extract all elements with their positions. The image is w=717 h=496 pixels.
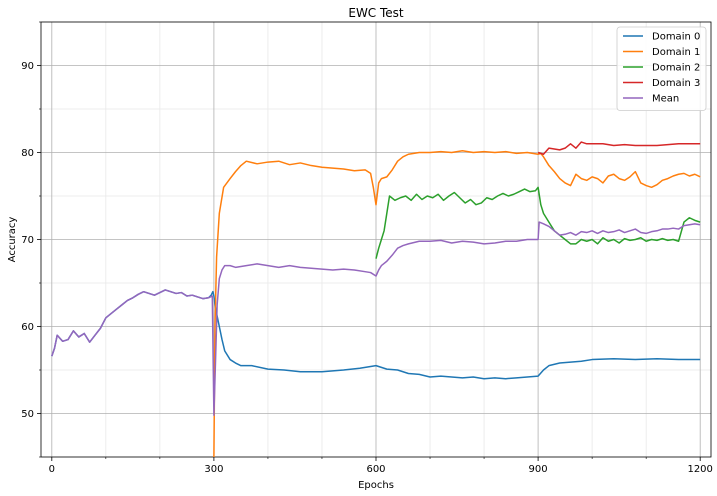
legend-label: Domain 3: [652, 78, 700, 89]
x-tick-label: 600: [366, 464, 385, 475]
y-axis-title: Accuracy: [7, 217, 18, 263]
y-tick-label: 90: [21, 61, 34, 72]
x-axis: 0 300 600 900 1200: [49, 457, 713, 475]
y-tick-label: 70: [21, 235, 34, 246]
y-tick-label: 60: [21, 322, 34, 333]
x-axis-title: Epochs: [358, 480, 394, 491]
series-layer: [51, 141, 701, 457]
series-line-domain-3: [537, 141, 701, 155]
legend-label: Mean: [652, 94, 679, 105]
chart-title: EWC Test: [348, 6, 404, 20]
y-tick-label: 50: [21, 409, 34, 420]
series-line-domain-2: [375, 186, 701, 259]
legend: Domain 0 Domain 1 Domain 2 Domain 3 Mean: [616, 26, 707, 111]
y-tick-label: 80: [21, 148, 34, 159]
y-axis: 50 60 70 80 90: [21, 21, 41, 458]
x-tick-label: 900: [529, 464, 548, 475]
series-line-domain-1: [213, 150, 701, 457]
x-tick-label: 0: [49, 464, 55, 475]
x-tick-label: 300: [204, 464, 223, 475]
legend-label: Domain 1: [652, 47, 700, 58]
legend-box: [616, 26, 707, 111]
series-line-mean: [51, 221, 701, 416]
legend-label: Domain 0: [652, 32, 700, 43]
x-tick-label: 1200: [687, 464, 712, 475]
legend-label: Domain 2: [652, 63, 700, 74]
